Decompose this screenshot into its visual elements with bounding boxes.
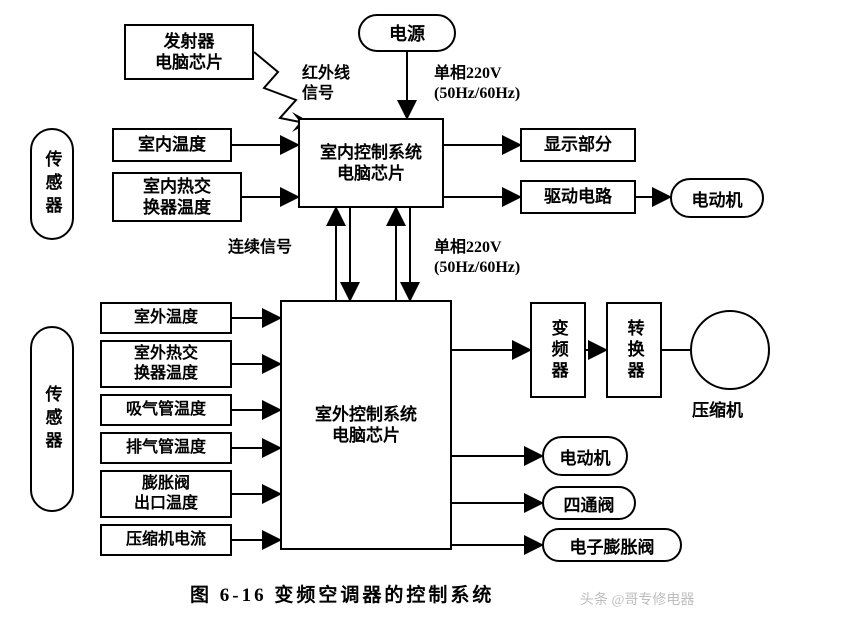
- node-discharge-temp-text: 排气管温度: [126, 438, 206, 458]
- node-four-way: 四通阀: [542, 486, 636, 520]
- node-indoor-ctrl-text: 室内控制系统 电脑芯片: [320, 142, 422, 185]
- node-sensors-top: 传感器: [30, 128, 74, 240]
- node-emitter: 发射器 电脑芯片: [124, 24, 254, 80]
- edge-label-supply1: 单相220V (50Hz/60Hz): [434, 64, 520, 104]
- node-inverter-text: 变频器: [547, 319, 568, 382]
- node-indoor-hx-temp-text: 室内热交 换器温度: [143, 176, 211, 219]
- diagram-canvas: 电源 发射器 电脑芯片 室内控制系统 电脑芯片 室内温度 室内热交 换器温度 传…: [0, 0, 842, 628]
- edge-label-cont: 连续信号: [228, 238, 292, 258]
- node-power-text: 电源: [389, 20, 425, 46]
- node-compressor: [690, 310, 770, 390]
- node-converter: 转换器: [606, 302, 662, 398]
- compressor-label: 压缩机: [692, 400, 743, 421]
- node-motor-bottom-text: 电动机: [560, 444, 611, 469]
- node-suction-temp-text: 吸气管温度: [126, 400, 206, 420]
- node-exp-valve-temp-text: 膨胀阀 出口温度: [134, 474, 198, 514]
- watermark: 头条 @哥专修电器: [580, 592, 694, 610]
- node-e-exp-valve: 电子膨胀阀: [542, 528, 682, 562]
- node-sensors-top-text: 传感器: [40, 150, 65, 219]
- node-power: 电源: [358, 14, 456, 52]
- node-indoor-hx-temp: 室内热交 换器温度: [112, 172, 242, 222]
- node-suction-temp: 吸气管温度: [100, 394, 232, 426]
- node-exp-valve-temp: 膨胀阀 出口温度: [100, 470, 232, 518]
- node-sensors-bottom: 传感器: [30, 326, 74, 512]
- node-comp-current: 压缩机电流: [100, 524, 232, 556]
- node-display: 显示部分: [520, 128, 636, 162]
- edge-label-ir: 红外线 信号: [302, 64, 350, 104]
- node-emitter-text: 发射器 电脑芯片: [155, 31, 223, 74]
- node-display-text: 显示部分: [544, 134, 612, 155]
- figure-caption: 图 6-16 变频空调器的控制系统: [190, 580, 494, 607]
- node-e-exp-valve-text: 电子膨胀阀: [570, 533, 655, 558]
- node-inverter: 变频器: [530, 302, 586, 398]
- node-outdoor-ctrl: 室外控制系统 电脑芯片: [280, 300, 452, 550]
- node-indoor-temp-text: 室内温度: [138, 134, 206, 155]
- node-comp-current-text: 压缩机电流: [126, 530, 206, 550]
- edge-label-supply2: 单相220V (50Hz/60Hz): [434, 238, 520, 278]
- node-motor-top-text: 电动机: [692, 186, 743, 211]
- node-four-way-text: 四通阀: [564, 491, 615, 516]
- node-driver-text: 驱动电路: [544, 186, 612, 207]
- node-out-hx-temp: 室外热交 换器温度: [100, 340, 232, 388]
- node-out-hx-temp-text: 室外热交 换器温度: [134, 344, 198, 384]
- node-indoor-ctrl: 室内控制系统 电脑芯片: [298, 118, 444, 208]
- node-motor-top: 电动机: [670, 178, 764, 218]
- node-converter-text: 转换器: [623, 319, 644, 382]
- node-out-temp-text: 室外温度: [134, 308, 198, 328]
- node-indoor-temp: 室内温度: [112, 128, 232, 162]
- node-out-temp: 室外温度: [100, 302, 232, 334]
- node-motor-bottom: 电动机: [542, 436, 628, 476]
- node-driver: 驱动电路: [520, 180, 636, 214]
- node-outdoor-ctrl-text: 室外控制系统 电脑芯片: [315, 404, 417, 447]
- node-sensors-bottom-text: 传感器: [40, 385, 65, 454]
- node-discharge-temp: 排气管温度: [100, 432, 232, 464]
